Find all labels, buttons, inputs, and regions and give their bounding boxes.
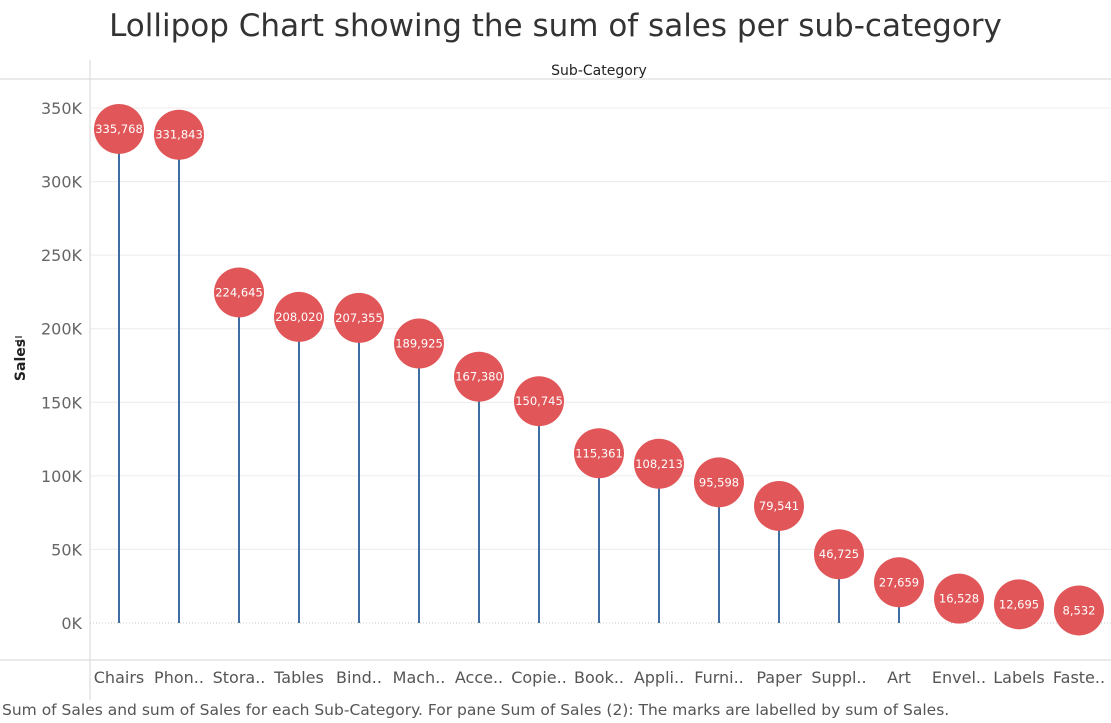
data-label: 115,361 <box>575 446 623 460</box>
data-label: 12,695 <box>999 597 1039 611</box>
y-tick-label: 300K <box>41 173 83 192</box>
data-label: 224,645 <box>215 285 263 299</box>
x-category-label: Art <box>887 668 911 687</box>
lollipop-dot <box>1054 585 1104 636</box>
data-label: 208,020 <box>275 310 323 324</box>
y-tick-label: 350K <box>41 99 83 118</box>
x-category-label: Bind.. <box>336 668 382 687</box>
data-label: 207,355 <box>335 311 383 325</box>
lollipop-dot <box>274 291 324 342</box>
x-category-label: Acce.. <box>455 668 503 687</box>
chart-title: Lollipop Chart showing the sum of sales … <box>109 8 1002 44</box>
lollipop-dot <box>934 573 984 624</box>
lollipop-dot <box>394 318 444 369</box>
data-label: 16,528 <box>939 592 979 606</box>
lollipop-dot <box>94 103 144 154</box>
data-label: 8,532 <box>1063 603 1096 617</box>
lollipop-dot <box>634 438 684 489</box>
lollipop-dot <box>994 579 1044 630</box>
x-category-label: Stora.. <box>213 668 266 687</box>
y-tick-label: 250K <box>41 246 83 265</box>
lollipop-dot <box>694 457 744 508</box>
lollipop-dot <box>874 557 924 608</box>
data-label: 108,213 <box>635 457 683 471</box>
x-category-label: Labels <box>993 668 1045 687</box>
x-category-label: Faste.. <box>1053 668 1105 687</box>
chart-footer: Sum of Sales and sum of Sales for each S… <box>2 701 950 719</box>
y-tick-label: 0K <box>61 614 82 633</box>
lollipop-dot <box>214 267 264 318</box>
data-label: 95,598 <box>699 475 739 489</box>
x-header-label: Sub-Category <box>551 63 647 79</box>
data-label: 150,745 <box>515 394 563 408</box>
x-category-label: Tables <box>273 668 324 687</box>
x-category-label: Appli.. <box>634 668 684 687</box>
data-label: 189,925 <box>395 337 443 351</box>
data-label: 27,659 <box>879 575 919 589</box>
lollipop-chart: Sub-Category Sales 0K 50K 100K 150K 200K 250K… <box>0 60 1111 700</box>
x-category-label: Mach.. <box>393 668 446 687</box>
data-label: 167,380 <box>455 370 503 384</box>
y-tick-label: 150K <box>41 393 83 412</box>
x-category-label: Paper <box>756 668 802 687</box>
x-category-label: Envel.. <box>932 668 986 687</box>
lollipop-dot <box>454 351 504 402</box>
x-category-label: Furni.. <box>694 668 744 687</box>
x-category-label: Copie.. <box>511 668 567 687</box>
y-tick-label: 200K <box>41 320 83 339</box>
y-axis-title: Sales <box>13 339 29 381</box>
lollipop-dot <box>814 529 864 580</box>
y-tick-label: 50K <box>51 540 82 559</box>
lollipop-dot <box>334 292 384 343</box>
data-label: 46,725 <box>819 547 859 561</box>
data-label: 335,768 <box>95 122 143 136</box>
data-label: 79,541 <box>759 499 799 513</box>
x-category-label: Book.. <box>574 668 624 687</box>
lollipop-dot <box>574 428 624 479</box>
lollipop-dot <box>754 480 804 531</box>
lollipop-dot <box>514 376 564 427</box>
x-category-label: Suppl.. <box>811 668 866 687</box>
lollipop-dot <box>154 109 204 160</box>
data-label: 331,843 <box>155 128 203 142</box>
x-category-label: Chairs <box>94 668 144 687</box>
y-tick-label: 100K <box>41 467 83 486</box>
x-category-label: Phon.. <box>154 668 204 687</box>
